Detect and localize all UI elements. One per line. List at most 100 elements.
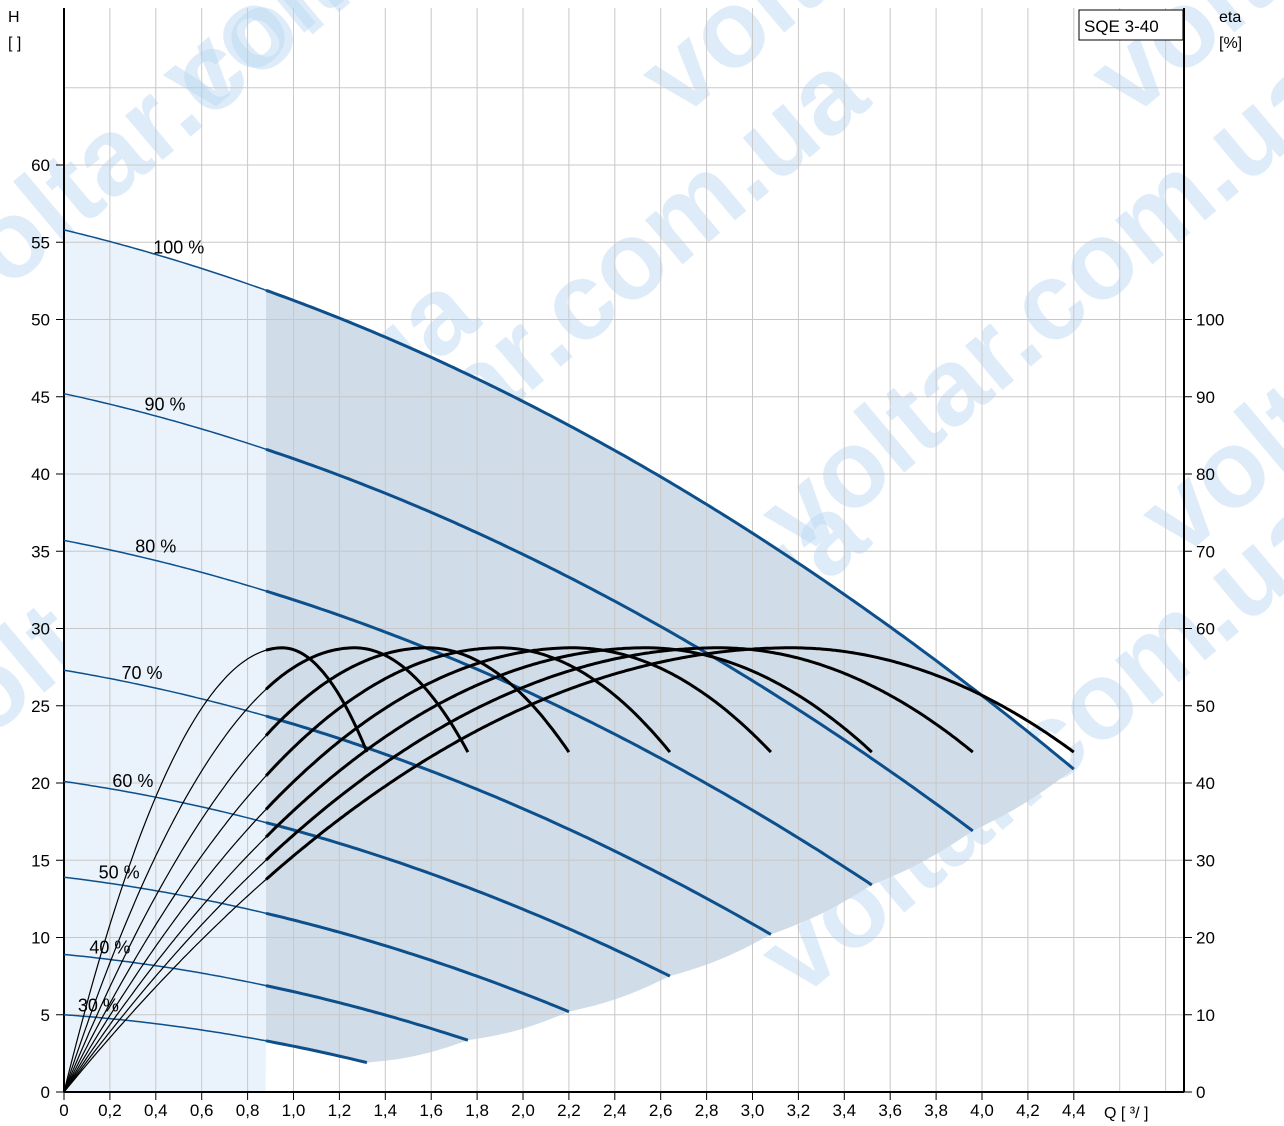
- head-curve-lowflow: [63, 876, 267, 915]
- x-tick-label: 2,4: [603, 1101, 627, 1120]
- eta-axis-unit: [%]: [1219, 35, 1242, 52]
- head-curve: [265, 911, 570, 1014]
- y-tick-label: 30: [31, 620, 50, 639]
- efficiency-curve-lowflow: [63, 859, 267, 1093]
- x-tick-label: 1,0: [282, 1101, 306, 1120]
- x-tick-label: 2,0: [511, 1101, 535, 1120]
- eta-tick-label: 90: [1196, 388, 1215, 407]
- x-tick-label: 3,6: [878, 1101, 902, 1120]
- x-tick-label: 1,6: [419, 1101, 443, 1120]
- eta-tick-label: 80: [1196, 465, 1215, 484]
- head-curves: [63, 229, 1075, 1065]
- y-tick-label: 15: [31, 851, 50, 870]
- x-tick-label: 3,4: [832, 1101, 856, 1120]
- speed-curve-label: 30 %: [78, 996, 119, 1016]
- efficiency-curve-lowflow: [63, 879, 267, 1093]
- eta-tick-label: 100: [1196, 311, 1224, 330]
- y-tick-label: 50: [31, 311, 50, 330]
- y-tick-label: 20: [31, 774, 50, 793]
- head-curve-lowflow: [63, 669, 267, 717]
- x-tick-label: 4,2: [1016, 1101, 1040, 1120]
- eta-tick-label: 30: [1196, 851, 1215, 870]
- model-label-box: [1078, 9, 1184, 41]
- speed-curve-label: 50 %: [99, 863, 140, 883]
- x-tick-label: 1,4: [373, 1101, 397, 1120]
- x-tick-label: 2,8: [695, 1101, 719, 1120]
- efficiency-curve-lowflow: [63, 808, 267, 1093]
- x-tick-label: 3,2: [787, 1101, 811, 1120]
- y-axis-unit: [ ]: [8, 35, 21, 52]
- x-tick-label: 0,6: [190, 1101, 214, 1120]
- y-tick-label: 60: [31, 156, 50, 175]
- grid-lines: [64, 8, 1184, 1092]
- efficiency-curve: [264, 646, 772, 811]
- head-curve: [265, 1039, 368, 1065]
- head-curve-lowflow: [63, 392, 267, 451]
- speed-curve-label: 70 %: [122, 663, 163, 683]
- head-curve: [265, 984, 469, 1042]
- y-tick-label: 5: [41, 1006, 50, 1025]
- head-curve: [265, 589, 873, 887]
- y-tick-label: 40: [31, 465, 50, 484]
- speed-curve-label: 100 %: [153, 237, 204, 257]
- head-curve-lowflow: [63, 229, 267, 292]
- efficiency-curves: [63, 646, 1075, 1093]
- low-flow-area: [64, 229, 266, 1092]
- efficiency-curve: [264, 646, 470, 753]
- y-axis-title: H: [8, 9, 20, 26]
- y-tick-label: 0: [41, 1083, 50, 1102]
- x-tick-label: 1,2: [328, 1101, 352, 1120]
- x-tick-label: 1,8: [465, 1101, 489, 1120]
- efficiency-curve-lowflow: [63, 775, 267, 1093]
- head-curve: [265, 821, 671, 978]
- operating-area-shading: [64, 229, 1074, 1094]
- head-curve-lowflow: [63, 539, 267, 592]
- x-tick-label: 4,4: [1062, 1101, 1086, 1120]
- head-curve-lowflow: [63, 780, 267, 824]
- curve-labels: 100 % 90 % 80 % 70 % 60 % 50 % 40 % 30 %: [78, 237, 204, 1015]
- x-axis-title: Q [ ³/ ]: [1104, 1105, 1148, 1122]
- x-tick-label: 0: [59, 1101, 68, 1120]
- eta-tick-label: 70: [1196, 542, 1215, 561]
- x-tick-label: 3,8: [924, 1101, 948, 1120]
- head-curve-lowflow: [63, 1014, 267, 1042]
- x-tick-label: 0,2: [98, 1101, 122, 1120]
- head-curve: [265, 447, 974, 833]
- head-curve-lowflow: [63, 953, 267, 987]
- eta-axis-title: eta: [1219, 9, 1241, 26]
- x-tick-label: 0,4: [144, 1101, 168, 1120]
- efficiency-curve: [265, 646, 369, 753]
- x-tick-label: 4,0: [970, 1101, 994, 1120]
- model-label: SQE 3-40: [1084, 17, 1159, 36]
- speed-curve-label: 40 %: [89, 937, 130, 957]
- speed-curve-label: 60 %: [112, 771, 153, 791]
- efficiency-curve-lowflow: [63, 836, 267, 1093]
- eta-tick-label: 10: [1196, 1006, 1215, 1025]
- eta-tick-label: 20: [1196, 929, 1215, 948]
- head-curve: [265, 288, 1075, 771]
- operating-area: [266, 290, 1074, 1092]
- head-curve: [265, 714, 772, 936]
- eta-tick-label: 0: [1196, 1083, 1205, 1102]
- axes: 0 0,2 0,4 0,6 0,8 1,0 1,2 1,4 1,6 1,8 2,0 2,2 2,4 2,6…: [31, 8, 1224, 1120]
- efficiency-curve: [264, 646, 672, 777]
- efficiency-curve: [264, 646, 873, 839]
- speed-curve-label: 80 %: [135, 537, 176, 557]
- efficiency-curve-lowflow: [63, 688, 267, 1093]
- efficiency-curve-lowflow: [63, 735, 267, 1093]
- y-tick-label: 55: [31, 233, 50, 252]
- efficiency-curve: [264, 646, 974, 862]
- y-tick-label: 35: [31, 542, 50, 561]
- x-tick-label: 2,6: [649, 1101, 673, 1120]
- x-tick-label: 2,2: [557, 1101, 581, 1120]
- y-tick-label: 45: [31, 388, 50, 407]
- speed-curve-label: 90 %: [144, 394, 185, 414]
- efficiency-curve-lowflow: [63, 649, 267, 1093]
- x-tick-label: 3,0: [741, 1101, 765, 1120]
- eta-tick-label: 60: [1196, 620, 1215, 639]
- y-tick-label: 25: [31, 697, 50, 716]
- x-tick-label: 0,8: [236, 1101, 260, 1120]
- y-tick-label: 10: [31, 929, 50, 948]
- area-cover: [265, 1040, 397, 1094]
